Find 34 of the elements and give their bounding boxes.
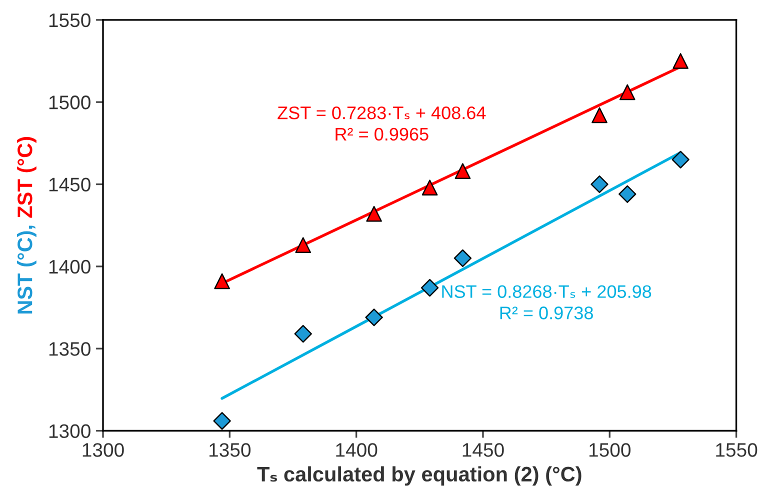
point	[672, 53, 688, 69]
point	[672, 150, 690, 168]
point	[422, 180, 438, 196]
annotation: R² = 0.9738	[500, 306, 593, 320]
point	[454, 163, 471, 180]
point	[295, 237, 312, 253]
annotation: R² = 0.9965	[336, 128, 428, 141]
y-tick-label: 1500	[49, 96, 90, 110]
point	[214, 273, 230, 290]
point	[366, 206, 382, 222]
point	[294, 324, 312, 343]
point	[365, 308, 383, 326]
x-tick-label: 1550	[716, 443, 758, 457]
y-tick-label: 1400	[49, 260, 90, 274]
x-axis-title: Tₛ calculated by equation (2) (°C)	[257, 466, 582, 486]
point	[590, 175, 608, 194]
y-axis-title: NST (°C), ZST (°C)	[16, 137, 36, 314]
x-tick-label: 1400	[336, 443, 378, 457]
point	[213, 412, 231, 430]
point	[592, 107, 608, 124]
y-tick-label: 1550	[49, 13, 90, 28]
x-tick-label: 1300	[82, 443, 124, 457]
point	[420, 278, 439, 297]
point	[454, 249, 472, 268]
y-tick-label: 1450	[49, 178, 90, 192]
x-tick-label: 1450	[462, 443, 504, 457]
annotation: NST = 0.8268·Tₛ + 205.98	[442, 285, 652, 298]
point	[618, 185, 636, 203]
point	[619, 84, 636, 100]
x-tick-label: 1500	[589, 443, 631, 457]
y-tick-label: 1300	[49, 424, 90, 438]
annotation: ZST = 0.7283·Tₛ + 408.64	[278, 106, 486, 120]
y-tick-label: 1350	[49, 342, 90, 356]
x-tick-label: 1350	[210, 443, 251, 457]
